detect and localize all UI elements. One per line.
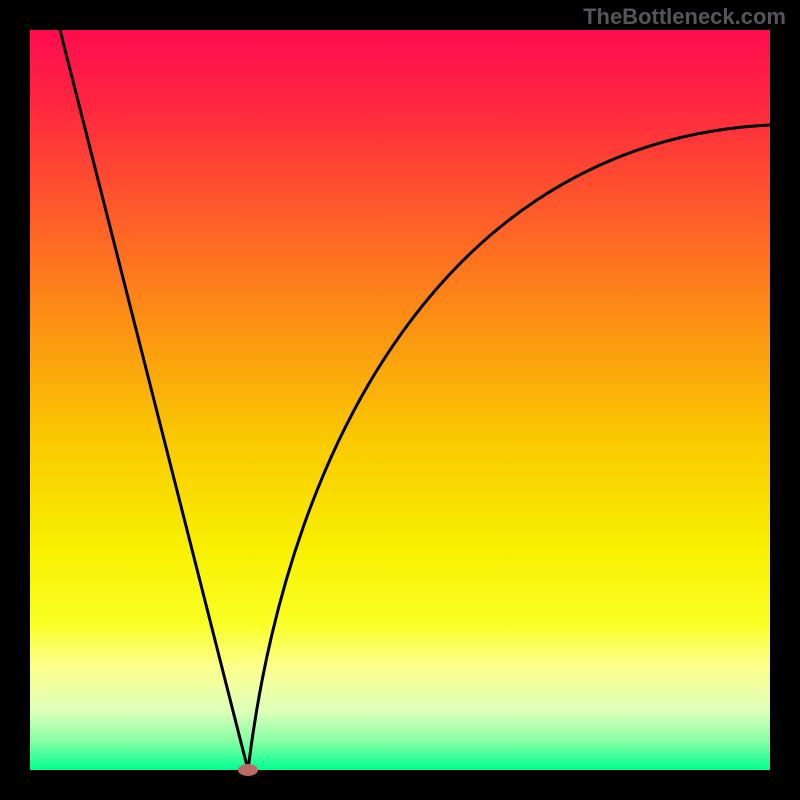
curve-path [60, 30, 770, 770]
chart-container: TheBottleneck.com [0, 0, 800, 800]
watermark-text: TheBottleneck.com [583, 4, 786, 30]
bottleneck-curve [30, 30, 770, 770]
min-marker [238, 764, 258, 776]
plot-area [30, 30, 770, 770]
